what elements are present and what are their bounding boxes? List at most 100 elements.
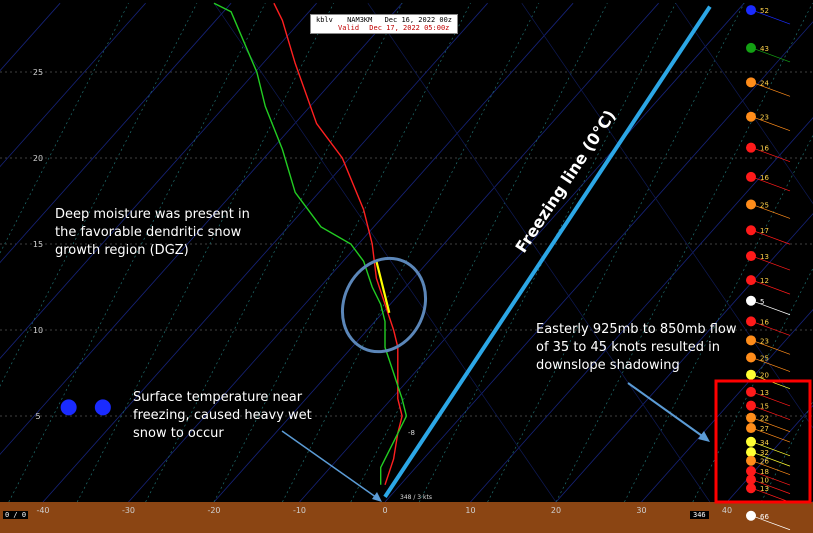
wind-speed-label: 13 <box>760 253 769 261</box>
isotherm-line <box>0 2 403 455</box>
x-tick-label: -40 <box>36 506 49 515</box>
blue-dot <box>60 399 77 416</box>
isotherm-line <box>128 2 574 503</box>
wind-barb <box>751 441 791 457</box>
wind-column: 52 43 24 23 16 16 25 17 13 12 5 16 23 25 20 13 15 22 27 34 3… <box>746 5 791 531</box>
wind-speed-label: 5 <box>760 298 764 306</box>
wind-dot <box>746 5 756 16</box>
adiabat-line <box>8 3 266 503</box>
wind-barb <box>751 515 791 531</box>
surface-annotation-line: snow to occur <box>133 426 224 441</box>
series-dgz-segment <box>375 260 391 314</box>
x-tick-label: 40 <box>722 506 732 515</box>
flow-annotation-line: of 35 to 45 knots resulted in <box>536 340 720 355</box>
y-tick-label: 20 <box>33 154 43 163</box>
flow-arrow <box>627 382 706 439</box>
y-tick-labels: 5 10 15 20 25 <box>33 68 43 421</box>
wind-speed-label: 25 <box>760 201 769 209</box>
wind-dot <box>746 466 756 477</box>
surface-arrowhead <box>372 492 382 502</box>
isotherm-line <box>213 2 659 503</box>
x-tick-label: -20 <box>207 506 220 515</box>
wind-dot <box>746 400 756 411</box>
adiabat-line <box>0 3 198 387</box>
x-tick-label: 0 <box>382 506 387 515</box>
x-tick-label: 20 <box>551 506 561 515</box>
wind-barb <box>751 204 791 219</box>
wind-barb <box>751 47 791 63</box>
freezing-line <box>383 5 712 498</box>
wind-dot <box>746 474 756 485</box>
highlight-box <box>714 379 812 504</box>
wind-barb <box>751 357 791 372</box>
adiabat-line <box>145 3 403 503</box>
wind-barb <box>751 339 791 355</box>
isotherm-line <box>42 2 488 503</box>
flow-annotation-line: downslope shadowing <box>536 358 680 373</box>
adiabat-line <box>760 400 813 503</box>
wind-dot <box>746 171 756 182</box>
wind-dot <box>746 447 756 458</box>
wind-dot <box>746 295 756 306</box>
x-tick-label: -10 <box>293 506 306 515</box>
adiabat-line <box>624 134 813 503</box>
wind-barb <box>751 176 791 192</box>
header-valid: Dec 17, 2022 05:00z <box>369 24 450 32</box>
adiabat-line <box>76 3 335 503</box>
adiabat-line <box>282 3 540 503</box>
mixing-line <box>675 3 813 205</box>
wind-speed-label: 16 <box>760 174 769 182</box>
wind-dot <box>746 423 756 434</box>
series-temperature <box>273 2 403 486</box>
adiabat-line <box>0 3 129 254</box>
dgz-annotation-line: growth region (DGZ) <box>55 243 189 258</box>
mixing-line <box>521 3 813 429</box>
wind-barb <box>751 279 791 295</box>
wind-speed-label: 52 <box>760 7 769 15</box>
surface-arrow <box>281 430 381 501</box>
wind-barb <box>751 300 791 316</box>
wind-speed-label: 43 <box>760 45 769 53</box>
wind-barb <box>751 321 791 336</box>
x-tick-labels: -40 -30 -20 -10 0 10 20 30 40 <box>36 506 732 515</box>
y-tick-label: 25 <box>33 68 43 77</box>
wind-speed-label: 25 <box>760 355 769 363</box>
wind-dot <box>746 510 756 521</box>
x-tick-label: 10 <box>465 506 475 515</box>
wind-barb <box>751 116 791 132</box>
wind-barb <box>751 255 791 271</box>
wind-speed-label: 17 <box>760 227 769 235</box>
header-station: kblv <box>316 16 333 24</box>
wind-dot <box>746 316 756 327</box>
header-valid-label: Valid <box>338 24 360 32</box>
wind-speed-label: 32 <box>760 449 769 457</box>
dgz-annotation-line: Deep moisture was present in <box>55 207 250 222</box>
freezing-line-label: Freezing line (0°C) <box>511 106 619 256</box>
wind-dot <box>746 142 756 153</box>
series-dewpoint <box>213 2 408 485</box>
wind-speed-label: 12 <box>760 277 769 285</box>
isotherm-line <box>299 2 745 503</box>
flow-arrowhead <box>698 431 710 442</box>
wind-dot <box>746 77 756 88</box>
wind-speed-label: 16 <box>760 318 769 326</box>
surface-annotation-line: Surface temperature near <box>133 390 303 405</box>
isotherm-line <box>0 2 317 359</box>
wind-speed-label: 15 <box>760 403 769 411</box>
wind-barb <box>751 427 791 443</box>
wind-dot <box>746 455 756 466</box>
adiabat-line <box>213 3 471 503</box>
wind-dot <box>746 412 756 423</box>
wind-dot <box>746 483 756 494</box>
wind-speed-label: 66 <box>760 513 769 521</box>
wind-barb <box>751 405 791 421</box>
wind-barb <box>751 487 791 503</box>
mixing-line <box>367 3 711 503</box>
y-tick-label: 10 <box>33 326 43 335</box>
wind-barb <box>751 9 791 25</box>
isotherm-line <box>0 2 232 264</box>
x-tick-label: -30 <box>122 506 135 515</box>
y-tick-label: 15 <box>33 240 43 249</box>
right-value: 346 <box>690 511 709 519</box>
surface-annotation-line: freezing, caused heavy wet <box>133 408 312 423</box>
